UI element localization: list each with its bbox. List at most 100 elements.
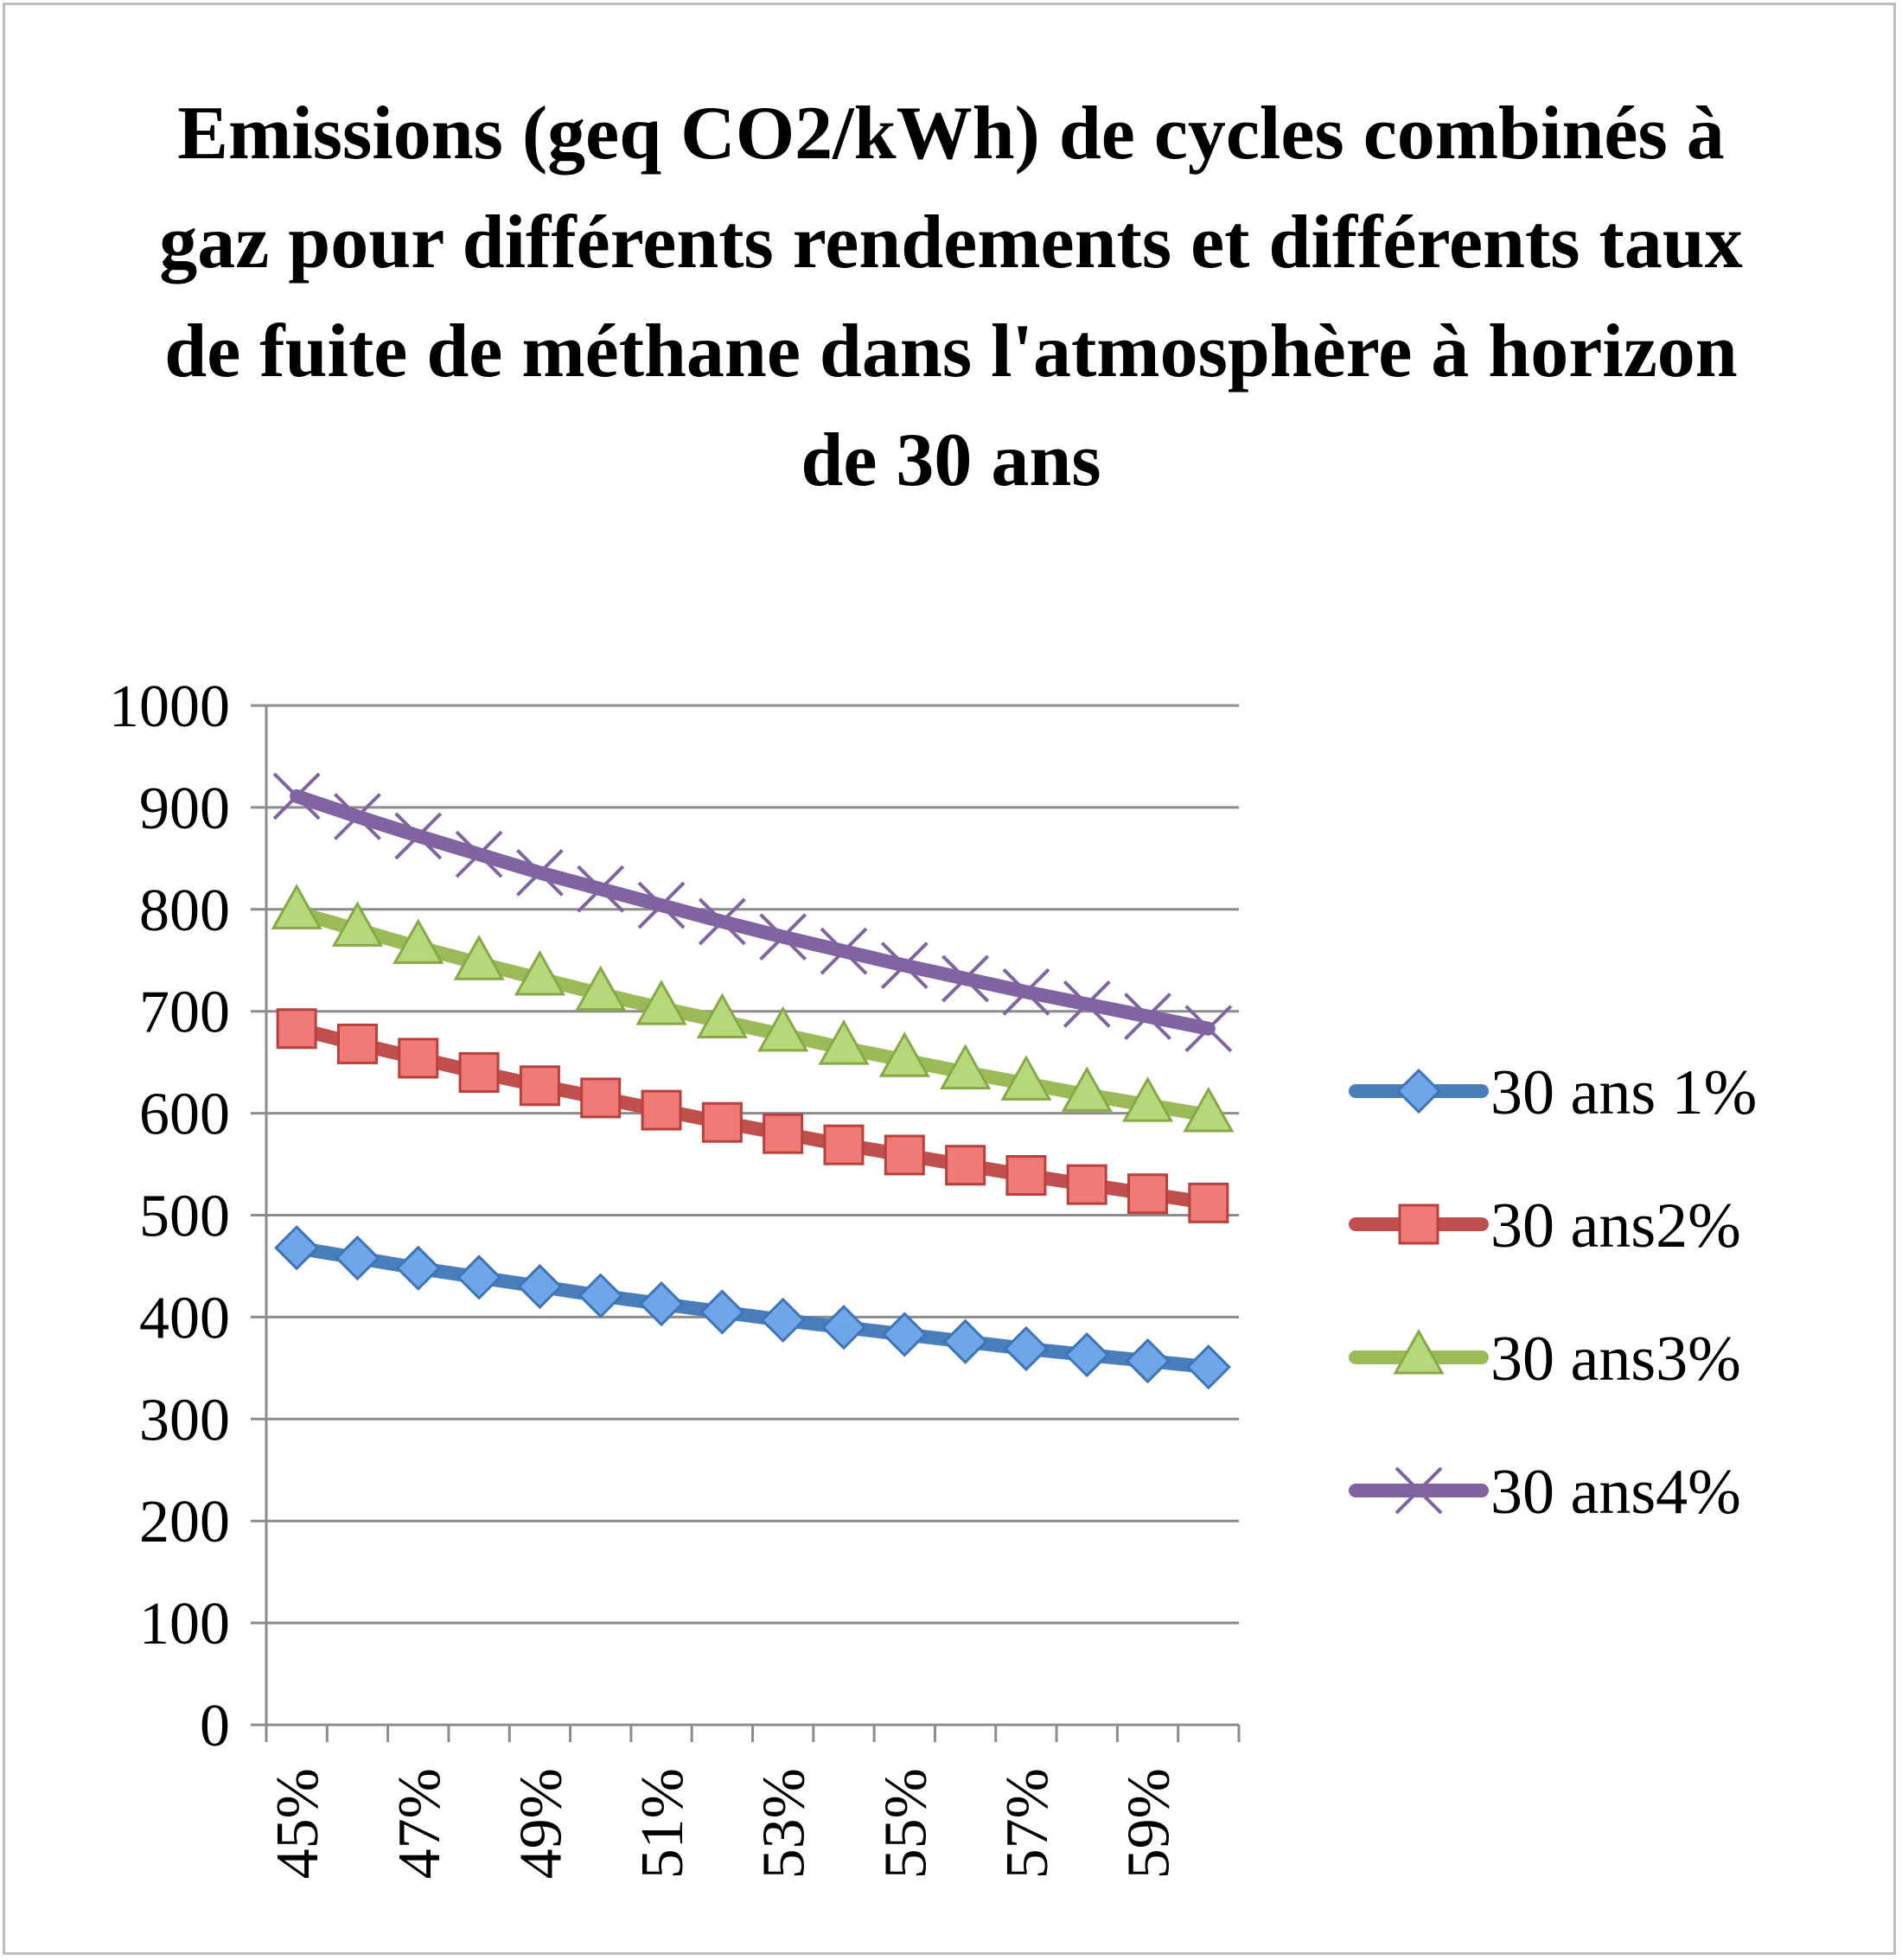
series-3-marker: [696, 993, 748, 1038]
series-2-marker: [1066, 1164, 1107, 1205]
series-3-marker: [1000, 1055, 1052, 1101]
series-4-marker: [880, 942, 929, 990]
series-3-marker: [271, 884, 322, 929]
legend-marker: [1395, 1068, 1442, 1114]
series-1-marker: [517, 1263, 563, 1310]
series-1-marker: [335, 1235, 380, 1281]
series-1-marker: [456, 1255, 502, 1300]
series-1-marker: [760, 1297, 806, 1344]
series-2: [276, 1008, 1229, 1223]
series-2-marker: [519, 1065, 560, 1107]
series-3-line: [290, 905, 1216, 1122]
series-2-marker: [823, 1124, 865, 1165]
legend-label: 30 ans2%: [1490, 1191, 1741, 1261]
series-2-line: [290, 1021, 1216, 1210]
series-4: [272, 772, 1233, 1053]
series-4-marker: [1063, 980, 1111, 1028]
series-1-marker: [942, 1318, 988, 1364]
series-4-marker: [272, 772, 321, 820]
x-tick-label: 51%: [629, 1768, 696, 1879]
series-3-marker: [1183, 1086, 1235, 1133]
series-3-marker: [331, 901, 384, 947]
series-2-marker: [336, 1023, 378, 1064]
series-1-marker: [882, 1312, 928, 1357]
series-4-marker: [1002, 967, 1050, 1016]
series-4-marker: [820, 927, 868, 975]
series-2-marker: [1188, 1182, 1229, 1223]
y-tick-label: 200: [139, 1489, 230, 1555]
y-tick-label: 600: [139, 1082, 230, 1148]
legend-item-1: 30 ans 1%: [1349, 1057, 1757, 1128]
y-tick-label: 100: [139, 1591, 230, 1657]
legend-marker: [1398, 1203, 1439, 1245]
series-1-marker: [699, 1289, 745, 1335]
y-tick-label: 800: [139, 878, 230, 944]
series-1-marker: [395, 1245, 441, 1291]
series-4-marker: [759, 913, 807, 961]
series-3-marker: [514, 949, 565, 996]
x-tick-label: 47%: [386, 1768, 453, 1879]
legend-label: 30 ans3%: [1490, 1324, 1741, 1395]
x-tick-label: 59%: [1116, 1768, 1183, 1879]
series-2-marker: [1005, 1155, 1047, 1197]
series-4-marker: [455, 830, 503, 878]
series-1: [274, 1225, 1231, 1390]
legend-label: 30 ans 1%: [1490, 1057, 1757, 1128]
series-1-marker: [638, 1280, 685, 1327]
series-3-marker: [1121, 1076, 1174, 1122]
series-2-marker: [276, 1008, 317, 1050]
series-4-marker: [1184, 1005, 1233, 1053]
series-4-marker: [698, 897, 746, 946]
series-1-marker: [1185, 1344, 1231, 1390]
series-1-marker: [578, 1273, 623, 1318]
legend-marker: [1393, 1328, 1445, 1375]
y-tick-label: 500: [139, 1184, 230, 1250]
legend-label: 30 ans4%: [1490, 1457, 1741, 1528]
series-2-marker: [884, 1134, 925, 1176]
series-3: [271, 884, 1235, 1133]
series-1-marker: [1064, 1331, 1110, 1378]
series-2-marker: [1127, 1173, 1169, 1215]
legend-item-2: 30 ans2%: [1349, 1191, 1741, 1261]
series-2-marker: [398, 1037, 439, 1079]
series-3-marker: [757, 1006, 809, 1052]
x-tick-label: 55%: [872, 1768, 939, 1879]
series-3-marker: [940, 1044, 992, 1089]
series-3-marker: [635, 980, 687, 1025]
legend-item-4: 30 ans4%: [1349, 1457, 1741, 1528]
series-2-marker: [641, 1089, 682, 1131]
series-4-marker: [394, 812, 443, 860]
series-3-marker: [818, 1019, 870, 1065]
series-4-marker: [515, 848, 564, 897]
series-4-marker: [334, 793, 381, 840]
series-3-marker: [393, 918, 444, 964]
y-tick-label: 300: [139, 1387, 230, 1453]
series-2-marker: [945, 1145, 986, 1186]
series-3-marker: [1061, 1066, 1113, 1112]
legend-item-3: 30 ans3%: [1349, 1324, 1741, 1395]
series-1-marker: [274, 1225, 320, 1271]
x-tick-label: 45%: [265, 1768, 331, 1879]
series-2-marker: [763, 1113, 804, 1154]
x-tick-label: 53%: [751, 1768, 818, 1879]
series-1-marker: [1003, 1325, 1050, 1372]
series-3-marker: [575, 965, 627, 1012]
chart-title: Emissions (geq CO2/kWh) de cycles combin…: [159, 92, 1743, 502]
series-4-marker: [941, 954, 990, 1003]
y-tick-label: 1000: [109, 674, 230, 740]
series-4-marker: [577, 865, 625, 913]
y-tick-label: 400: [139, 1285, 230, 1351]
series-2-marker: [701, 1101, 743, 1143]
x-tick-label: 57%: [994, 1768, 1061, 1879]
series-3-marker: [878, 1031, 930, 1077]
x-tick-label: 49%: [507, 1768, 574, 1879]
series-4-marker: [637, 881, 686, 929]
y-tick-label: 0: [200, 1693, 230, 1759]
y-tick-label: 700: [139, 980, 230, 1046]
legend-marker: [1395, 1466, 1443, 1515]
series-2-marker: [580, 1077, 622, 1119]
series-4-marker: [1124, 993, 1171, 1041]
y-tick-label: 900: [139, 776, 230, 842]
series-3-marker: [453, 935, 505, 980]
